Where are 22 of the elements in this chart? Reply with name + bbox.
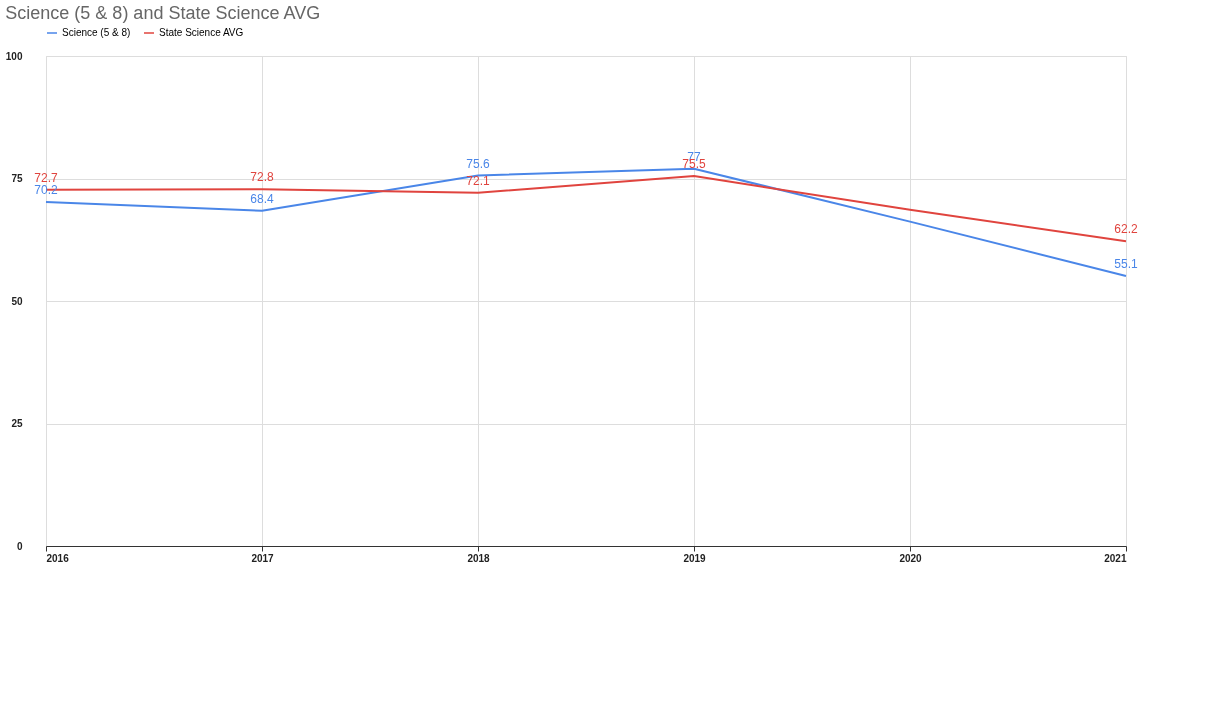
- x-tick-label: 2016: [46, 552, 70, 564]
- y-tick-label: 50: [11, 295, 23, 307]
- data-label: 72.1: [466, 173, 490, 188]
- data-label: 72.7: [34, 170, 58, 185]
- legend-label: State Science AVG: [159, 27, 244, 38]
- data-label: 75.6: [466, 156, 490, 171]
- chart-title: Science (5 & 8) and State Science AVG: [5, 3, 321, 23]
- x-tick-label: 2019: [683, 552, 707, 564]
- data-label: 62.2: [1114, 222, 1138, 237]
- x-tick-label: 2018: [467, 552, 491, 564]
- y-tick-label: 75: [11, 173, 23, 184]
- x-tick-label: 2021: [1104, 552, 1127, 564]
- y-tick-label: 100: [5, 50, 23, 62]
- y-tick-label: 25: [11, 418, 23, 429]
- x-tick-label: 2017: [251, 552, 275, 564]
- data-label: 70.2: [34, 183, 58, 198]
- data-label: 55.1: [1114, 257, 1138, 272]
- legend-label: Science (5 & 8): [62, 27, 131, 38]
- x-tick-label: 2020: [899, 552, 923, 564]
- data-label: 68.4: [250, 191, 274, 206]
- y-tick-label: 0: [16, 540, 23, 552]
- data-label: 72.8: [250, 170, 274, 185]
